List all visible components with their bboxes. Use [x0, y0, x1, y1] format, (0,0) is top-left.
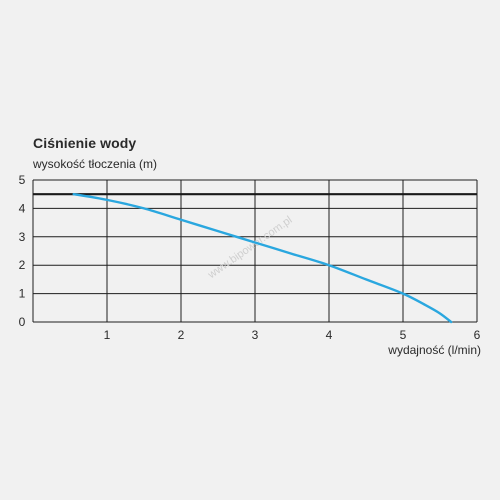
y-tick-label: 1: [19, 287, 26, 301]
x-tick-label: 1: [104, 328, 111, 342]
y-tick-label: 5: [19, 173, 26, 187]
y-axis-label: wysokość tłoczenia (m): [33, 157, 158, 171]
watermark-text: www.bipower.com.pl: [205, 214, 294, 282]
x-tick-label: 6: [474, 328, 481, 342]
y-tick-label: 3: [19, 230, 26, 244]
y-tick-label: 4: [19, 201, 26, 215]
chart-title: Ciśnienie wody: [33, 135, 137, 151]
tick-labels: 0 1 2 3 4 5 1 2 3 4 5 6: [19, 173, 481, 342]
series-layer: [72, 193, 453, 324]
y-tick-label: 0: [19, 315, 26, 329]
x-tick-label: 3: [252, 328, 259, 342]
x-tick-label: 4: [326, 328, 333, 342]
watermark: www.bipower.com.pl: [205, 214, 294, 282]
y-tick-label: 2: [19, 258, 26, 272]
x-tick-label: 2: [178, 328, 185, 342]
x-axis-label: wydajność (l/min): [387, 343, 481, 357]
series-line: [72, 193, 453, 324]
x-tick-label: 5: [400, 328, 407, 342]
